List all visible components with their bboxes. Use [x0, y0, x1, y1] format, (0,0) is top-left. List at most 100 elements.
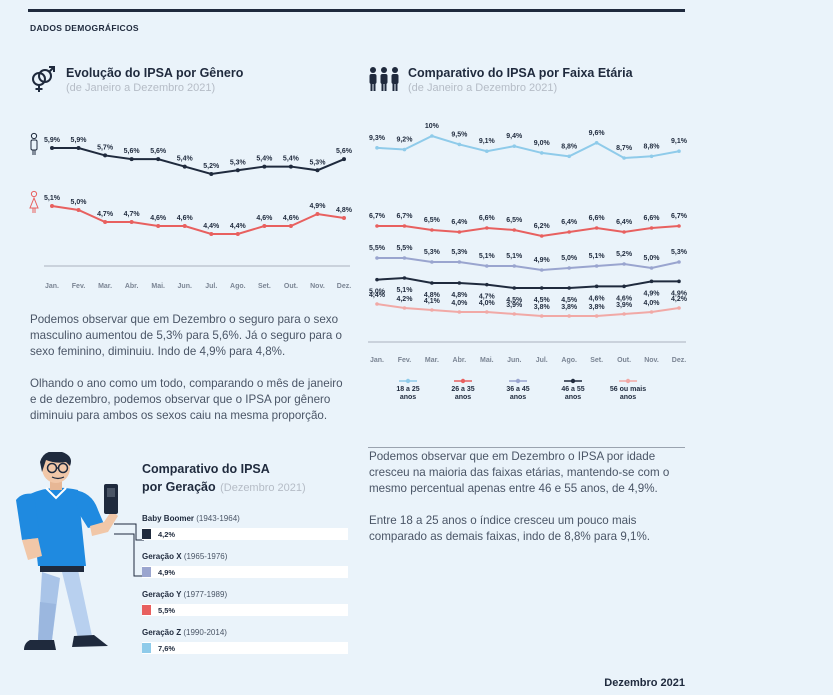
age-data-point: [539, 151, 544, 155]
generation-row: Geração X (1965-1976) 4,9%: [142, 552, 348, 578]
x-tick-label: Set.: [258, 283, 271, 290]
female-data-label: 4,4%: [230, 223, 247, 230]
age-data-point: [375, 224, 379, 228]
male-data-point: [103, 153, 108, 158]
age-data-label: 9,0%: [534, 140, 551, 147]
legend-label-line2: anos: [454, 394, 472, 401]
legend-label-line1: 26 a 35: [451, 386, 475, 393]
age-data-point: [512, 228, 517, 232]
age-data-point: [375, 302, 379, 306]
age-data-label: 5,1%: [396, 287, 413, 294]
male-data-point: [50, 146, 54, 150]
generation-bar: 4,9%: [142, 566, 348, 578]
age-data-label: 4,5%: [506, 297, 523, 304]
age-data-point: [649, 154, 654, 159]
male-data-label: 5,4%: [256, 156, 273, 163]
legend-label-line2: anos: [509, 394, 527, 401]
male-data-point: [342, 157, 346, 162]
age-data-point: [677, 224, 681, 228]
age-data-label: 6,7%: [369, 213, 386, 220]
x-tick-label: Abr.: [125, 283, 139, 290]
age-data-point: [539, 286, 544, 290]
legend-label-line1: 56 ou mais: [609, 386, 647, 393]
age-data-point: [375, 146, 379, 150]
age-data-label: 3,9%: [616, 302, 633, 309]
x-tick-label: Set.: [590, 357, 603, 364]
female-data-label: 4,6%: [283, 215, 300, 222]
generation-title-line1: Comparativo do IPSA: [142, 462, 270, 476]
female-data-point: [262, 224, 267, 228]
gender-chart-title: Evolução do IPSA por Gênero: [66, 66, 244, 80]
male-data-label: 5,9%: [71, 137, 88, 144]
generation-year-range: (1943-1964): [196, 514, 240, 523]
x-tick-label: Nov.: [644, 357, 659, 364]
age-series-line: [376, 276, 679, 289]
generation-year-range: (1965-1976): [183, 552, 228, 561]
age-data-point: [375, 256, 379, 260]
age-data-label: 5,5%: [396, 245, 413, 252]
age-data-label: 4,9%: [644, 290, 661, 297]
generation-label: Baby Boomer (1943-1964): [142, 514, 348, 523]
age-chart-title: Comparativo do IPSA por Faixa Etária: [408, 66, 633, 80]
generation-swatch: [142, 529, 151, 539]
age-data-point: [594, 264, 599, 268]
age-data-point: [539, 268, 544, 272]
age-data-label: 4,9%: [534, 257, 551, 264]
age-data-label: 6,4%: [561, 219, 578, 226]
female-data-point: [235, 232, 240, 236]
age-data-point: [485, 282, 489, 287]
female-data-point: [76, 208, 81, 212]
female-series-line: [51, 205, 345, 235]
generation-bar: 7,6%: [142, 642, 348, 654]
man-with-phone-illustration: [12, 451, 132, 663]
age-paragraph-1: Podemos observar que em Dezembro o IPSA …: [369, 450, 670, 495]
group-people-icon: [368, 66, 400, 97]
age-data-point: [594, 284, 599, 289]
age-data-point: [375, 277, 379, 282]
age-series-line: [377, 257, 680, 272]
age-data-label: 8,7%: [616, 145, 633, 152]
female-data-label: 4,9%: [309, 203, 326, 210]
gender-paragraph-2: Olhando o ano como um todo, comparando o…: [30, 377, 343, 422]
x-tick-label: Out.: [617, 357, 631, 364]
legend-label-line1: 18 a 25: [396, 386, 420, 393]
age-data-label: 4,0%: [451, 300, 468, 307]
generation-name: Geração Y: [142, 590, 184, 599]
female-person-icon: [29, 190, 39, 213]
generation-row: Geração Y (1977-1989) 5,5%: [142, 590, 348, 616]
age-data-label: 3,8%: [561, 304, 578, 311]
x-tick-label: Fev.: [398, 357, 412, 364]
legend-swatch: [605, 376, 651, 386]
age-data-point: [567, 230, 571, 234]
age-data-point: [430, 134, 434, 138]
age-data-point: [539, 314, 544, 318]
x-tick-label: Jan.: [370, 357, 384, 364]
age-data-point: [485, 310, 489, 314]
female-data-point: [342, 216, 346, 220]
age-data-point: [677, 306, 681, 310]
age-data-label: 5,3%: [424, 249, 441, 256]
female-data-point: [315, 212, 320, 216]
age-data-point: [594, 140, 599, 145]
female-data-point: [288, 224, 293, 228]
male-data-label: 5,4%: [177, 156, 194, 163]
x-tick-label: Ago.: [230, 283, 246, 290]
age-data-point: [512, 312, 517, 316]
age-data-label: 9,6%: [589, 130, 606, 137]
age-data-label: 4,2%: [671, 296, 688, 303]
male-data-point: [129, 157, 134, 162]
x-tick-label: Out.: [284, 283, 298, 290]
generation-value: 4,9%: [158, 567, 176, 577]
female-data-point: [103, 220, 108, 224]
female-data-point: [156, 224, 161, 228]
generation-subtitle: (Dezembro 2021): [220, 482, 306, 494]
generation-bar: 5,5%: [142, 604, 348, 616]
male-data-label: 5,6%: [150, 148, 167, 155]
age-data-label: 5,0%: [369, 289, 386, 296]
legend-swatch: [385, 376, 431, 386]
generation-name: Baby Boomer: [142, 514, 197, 523]
male-data-point: [156, 157, 161, 162]
male-data-point: [209, 172, 214, 176]
age-data-point: [512, 264, 517, 268]
age-data-point: [677, 149, 681, 154]
